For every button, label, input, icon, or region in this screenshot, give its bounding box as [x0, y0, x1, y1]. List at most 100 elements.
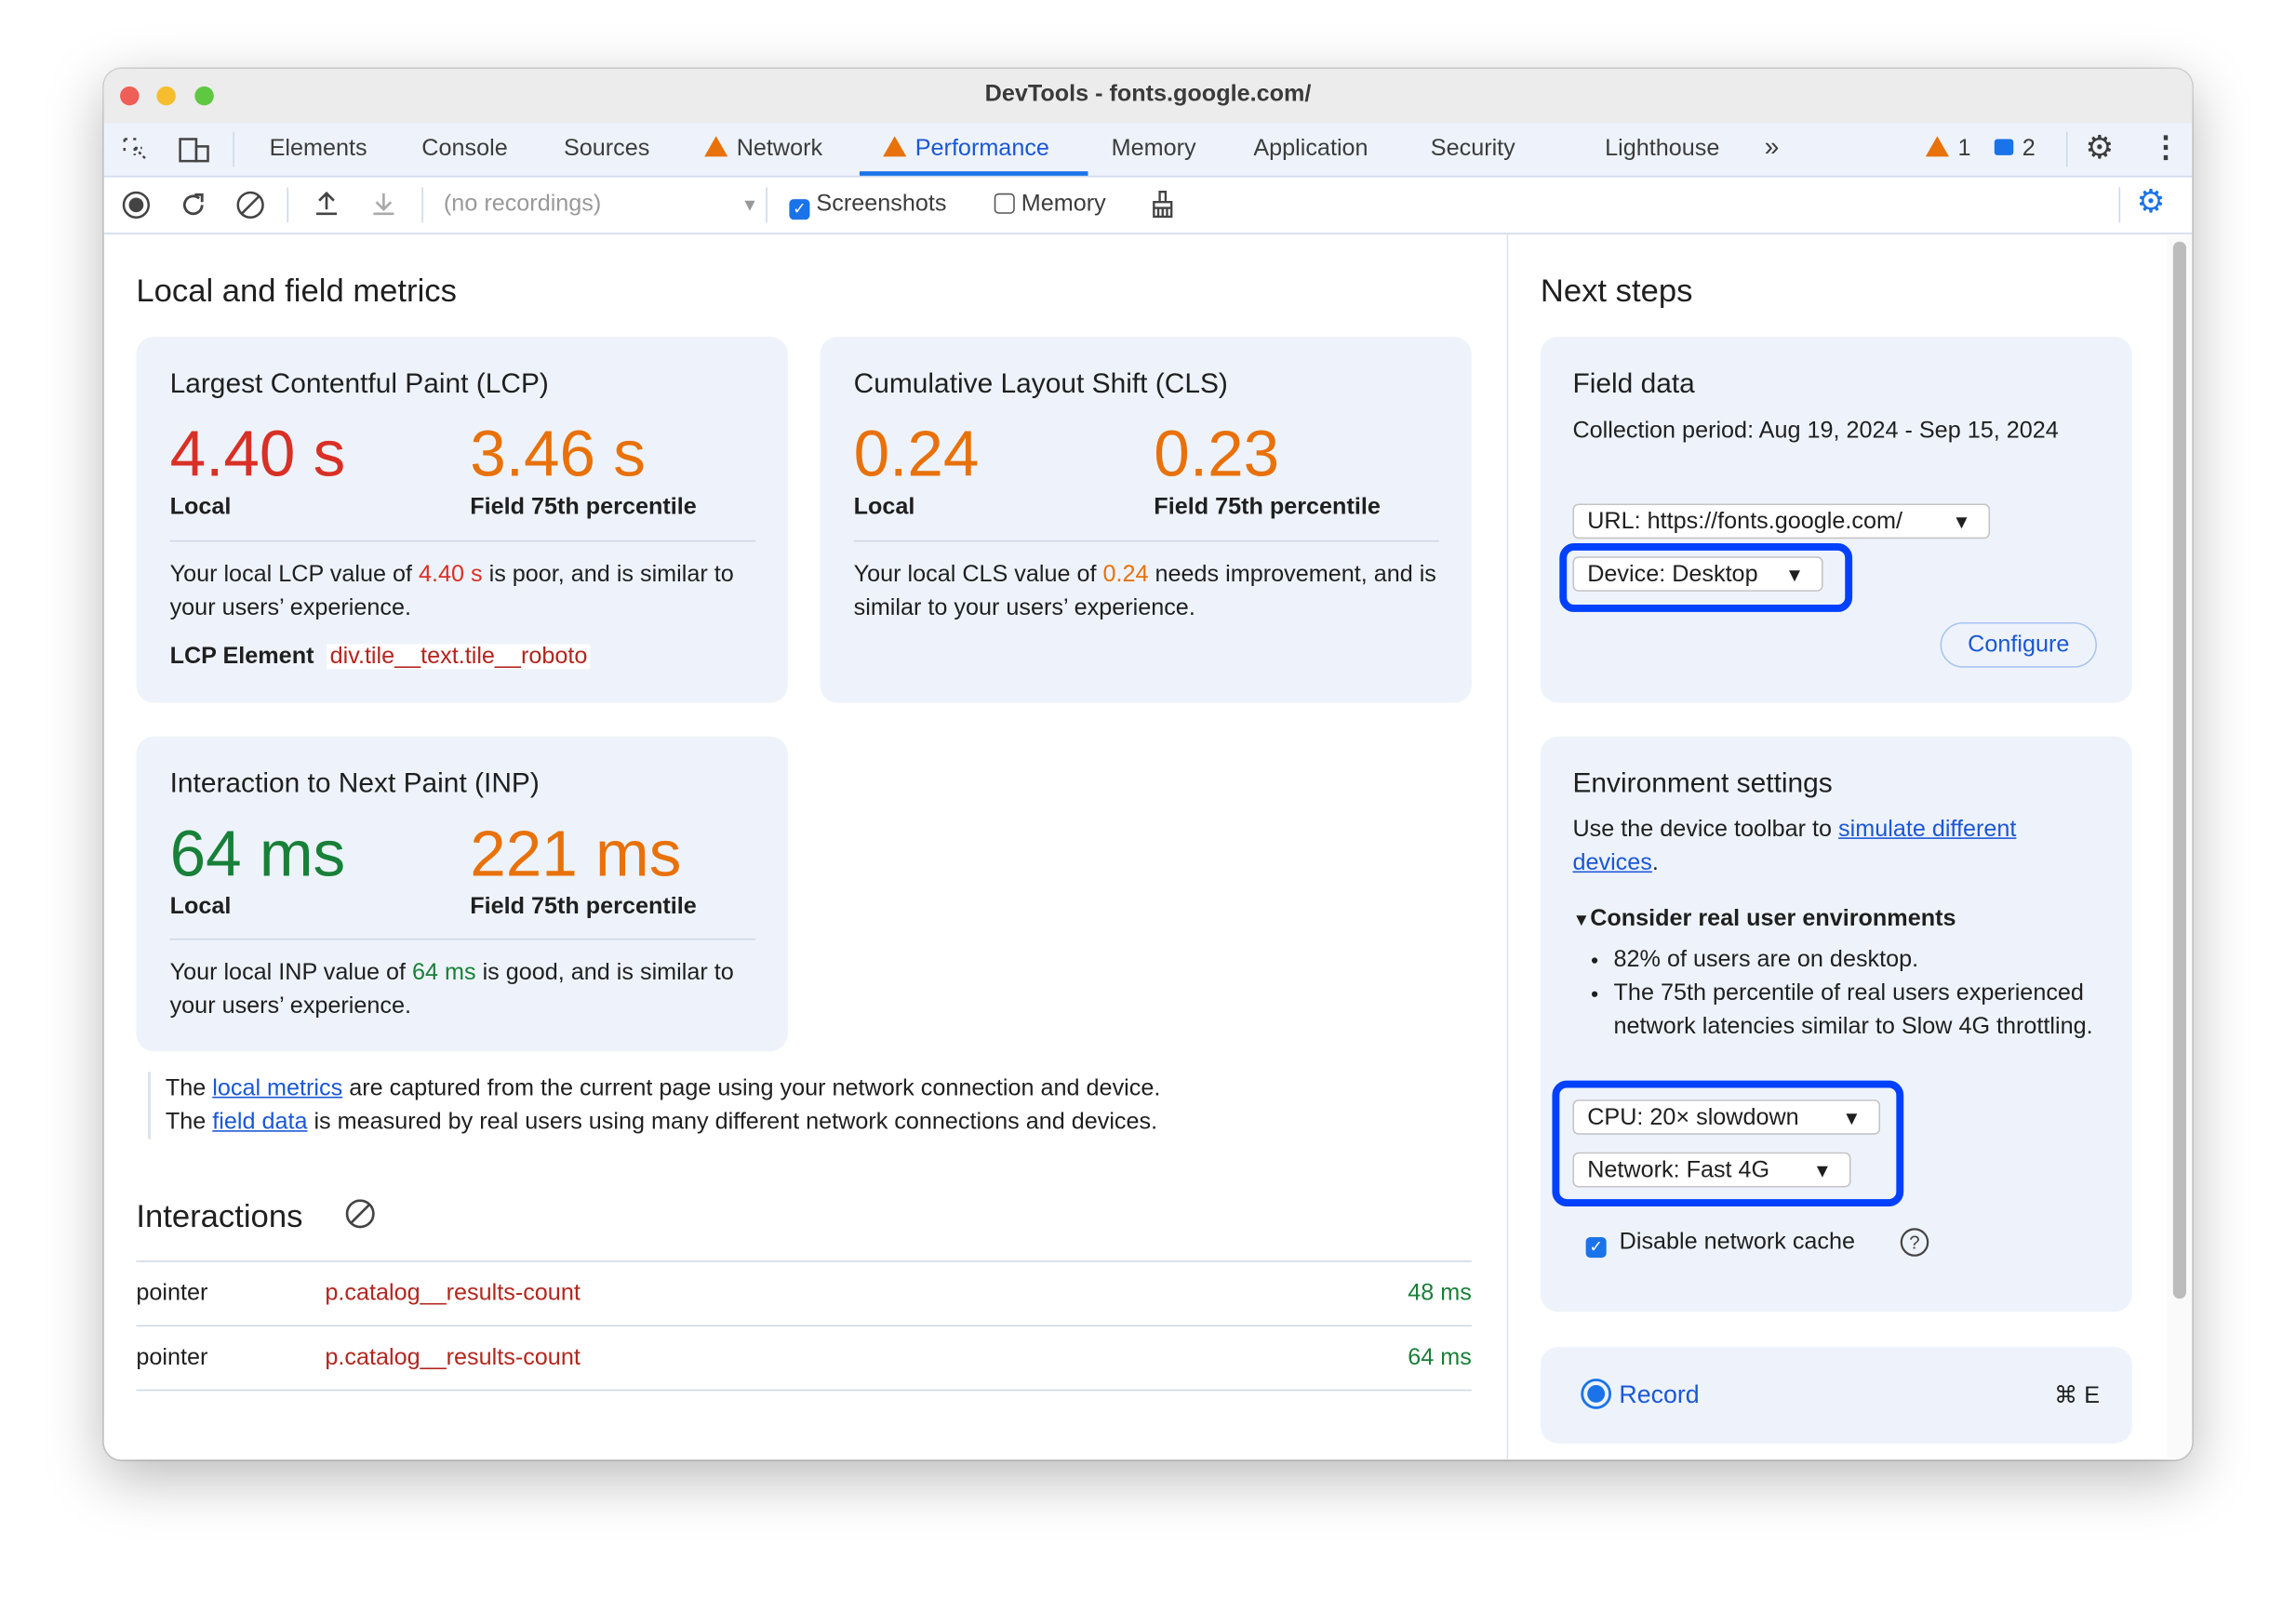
screenshots-checkbox[interactable]: ✓ Screenshots [789, 192, 946, 220]
chevron-down-icon: ▼ [1784, 563, 1805, 586]
env-description: Use the device toolbar to simulate diffe… [1572, 817, 2017, 876]
metrics-note: The local metrics are captured from the … [147, 1072, 1454, 1139]
configure-button[interactable]: Configure [1940, 621, 2097, 668]
device-toolbar-icon[interactable] [177, 136, 212, 165]
local-label: Local [853, 495, 915, 520]
real-user-environments-toggle[interactable]: ▼Consider real user environments [1572, 906, 1956, 932]
tab-sources[interactable]: Sources [563, 136, 650, 162]
warnings-counter[interactable]: 1 [1925, 136, 1970, 162]
table-row[interactable]: pointer p.catalog__results-count 48 ms [136, 1262, 1472, 1327]
lcp-element-link[interactable]: div.tile__text.tile__roboto [327, 644, 591, 670]
settings-gear-icon[interactable]: ⚙ [2085, 128, 2115, 166]
tab-network[interactable]: Network [704, 136, 822, 162]
card-title: Largest Contentful Paint (LCP) [169, 368, 549, 400]
devtools-window: DevTools - fonts.google.com/ Elements Co… [103, 68, 2193, 1460]
zoom-window-button[interactable] [194, 86, 214, 106]
url-select[interactable]: URL: https://fonts.google.com/▼ [1572, 503, 1991, 540]
panel-tab-bar: Elements Console Sources Network Perform… [103, 123, 2193, 178]
garbage-collect-icon[interactable] [1148, 189, 1177, 221]
messages-counter[interactable]: 2 [1994, 136, 2036, 162]
more-tabs-chevron-icon[interactable]: » [1764, 131, 1780, 162]
tab-console[interactable]: Console [421, 136, 508, 162]
table-row[interactable]: pointer p.catalog__results-count 64 ms [136, 1326, 1472, 1392]
chevron-down-icon: ▼ [1812, 1159, 1833, 1182]
simulate-devices-link[interactable]: simulate different devices [1572, 817, 2017, 876]
close-window-button[interactable] [120, 86, 140, 106]
interactions-heading: Interactions [136, 1197, 303, 1234]
lcp-local-value: 4.40 s [169, 419, 346, 491]
field-label: Field 75th percentile [470, 894, 697, 920]
card-title: Interaction to Next Paint (INP) [169, 768, 540, 800]
capture-settings-gear-icon[interactable]: ⚙ [2136, 182, 2166, 220]
card-title: Environment settings [1572, 768, 1833, 800]
local-metrics-link[interactable]: local metrics [212, 1075, 343, 1101]
field-data-card: Field data Collection period: Aug 19, 20… [1540, 337, 2132, 703]
environment-settings-card: Environment settings Use the device tool… [1540, 736, 2132, 1313]
tab-memory[interactable]: Memory [1111, 136, 1196, 162]
next-steps-heading: Next steps [1540, 272, 1693, 310]
network-throttling-select[interactable]: Network: Fast 4G ▼ [1572, 1152, 1851, 1188]
inp-card: Interaction to Next Paint (INP) 64 ms 22… [136, 736, 788, 1052]
record-button[interactable]: Record [1580, 1378, 1700, 1411]
device-highlight [1559, 542, 1853, 612]
triangle-down-icon: ▼ [1572, 909, 1591, 930]
cls-field-value: 0.23 [1154, 419, 1280, 491]
cpu-throttling-select[interactable]: CPU: 20× slowdown ▼ [1572, 1099, 1881, 1135]
card-title: Field data [1572, 368, 1695, 400]
recordings-select[interactable]: (no recordings) ▼ [443, 192, 759, 217]
card-title: Cumulative Layout Shift (CLS) [853, 368, 1228, 400]
record-card: Record ⌘ E [1540, 1347, 2132, 1444]
warning-icon [883, 136, 907, 157]
inp-local-value: 64 ms [169, 818, 346, 890]
checkbox-checked-icon: ✓ [1585, 1237, 1607, 1259]
chevron-down-icon: ▼ [1842, 1106, 1862, 1129]
more-options-icon[interactable]: ⋮ [2151, 131, 2181, 165]
clear-interactions-icon[interactable] [344, 1198, 377, 1231]
collection-period: Collection period: Aug 19, 2024 - Sep 15… [1572, 419, 2059, 444]
interaction-target-link[interactable]: p.catalog__results-count [325, 1345, 581, 1371]
section-heading: Local and field metrics [136, 272, 457, 310]
title-bar: DevTools - fonts.google.com/ [103, 68, 2193, 125]
cls-local-value: 0.24 [853, 419, 980, 491]
throttling-highlight [1552, 1080, 1904, 1206]
cls-card: Cumulative Layout Shift (CLS) 0.24 0.23 … [820, 337, 1472, 703]
upload-icon[interactable] [312, 189, 340, 218]
checkbox-checked-icon: ✓ [789, 199, 810, 220]
lcp-element-row: LCP Element div.tile__text.tile__roboto [170, 640, 591, 673]
warning-icon [1925, 136, 1949, 157]
tab-elements[interactable]: Elements [269, 136, 367, 162]
help-icon[interactable]: ? [1899, 1227, 1929, 1258]
disable-cache-checkbox[interactable]: ✓ Disable network cache [1585, 1225, 1855, 1259]
record-icon[interactable] [122, 191, 151, 220]
svg-text:?: ? [1909, 1233, 1919, 1254]
local-label: Local [169, 495, 232, 520]
scrollbar-thumb[interactable] [2172, 241, 2186, 1299]
lcp-card: Largest Contentful Paint (LCP) 4.40 s 3.… [136, 337, 788, 703]
field-label: Field 75th percentile [470, 495, 697, 520]
cls-description: Your local CLS value of 0.24 needs impro… [853, 562, 1436, 621]
device-select[interactable]: Device: Desktop ▼ [1572, 556, 1823, 592]
chevron-down-icon: ▼ [1952, 511, 1971, 533]
lcp-field-value: 3.46 s [470, 419, 646, 491]
message-icon [1994, 139, 2014, 155]
warning-icon [704, 136, 728, 157]
download-icon[interactable] [369, 189, 398, 218]
tab-lighthouse[interactable]: Lighthouse [1605, 136, 1720, 162]
tab-security[interactable]: Security [1430, 136, 1515, 162]
minimize-window-button[interactable] [156, 86, 176, 106]
reload-record-icon[interactable] [179, 191, 207, 220]
inp-field-value: 221 ms [470, 818, 682, 890]
interaction-target-link[interactable]: p.catalog__results-count [325, 1281, 581, 1307]
clear-icon[interactable] [235, 191, 264, 220]
local-and-field-metrics-panel: Local and field metrics Largest Contentf… [104, 234, 1505, 1459]
field-data-link[interactable]: field data [212, 1110, 308, 1135]
tab-application[interactable]: Application [1253, 136, 1368, 162]
checkbox-unchecked-icon [994, 193, 1015, 214]
window-title: DevTools - fonts.google.com/ [984, 82, 1312, 107]
memory-checkbox[interactable]: Memory [994, 192, 1106, 218]
record-shortcut: ⌘ E [2054, 1383, 2101, 1409]
inspect-element-icon[interactable] [122, 136, 151, 165]
tab-performance[interactable]: Performance [883, 136, 1049, 162]
field-label: Field 75th percentile [1154, 495, 1381, 520]
next-steps-panel: Next steps Field data Collection period:… [1506, 233, 2168, 1460]
